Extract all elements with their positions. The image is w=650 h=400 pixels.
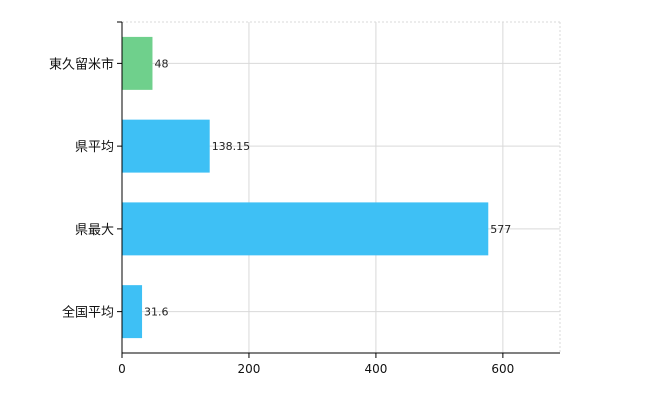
bar-3 [122,285,143,339]
data-label-0: 48 [154,57,168,70]
x-tick-label-1: 200 [238,362,261,376]
data-label-1: 138.15 [212,140,251,153]
bar-0 [122,36,153,90]
category-label-3: 全国平均 [62,305,114,321]
bar-2 [122,202,489,256]
data-label-2: 577 [490,223,511,236]
x-tick-label-2: 400 [364,362,387,376]
x-tick-label-3: 600 [491,362,514,376]
axes [117,21,560,358]
grid [122,21,561,353]
bar-1 [122,119,210,173]
bars [122,36,489,339]
data-label-3: 31.6 [144,306,169,319]
category-label-2: 県最大 [75,223,114,238]
x-tick-label-0: 0 [118,362,126,376]
category-label-1: 県平均 [75,140,114,155]
category-label-0: 東久留米市 [49,56,114,72]
